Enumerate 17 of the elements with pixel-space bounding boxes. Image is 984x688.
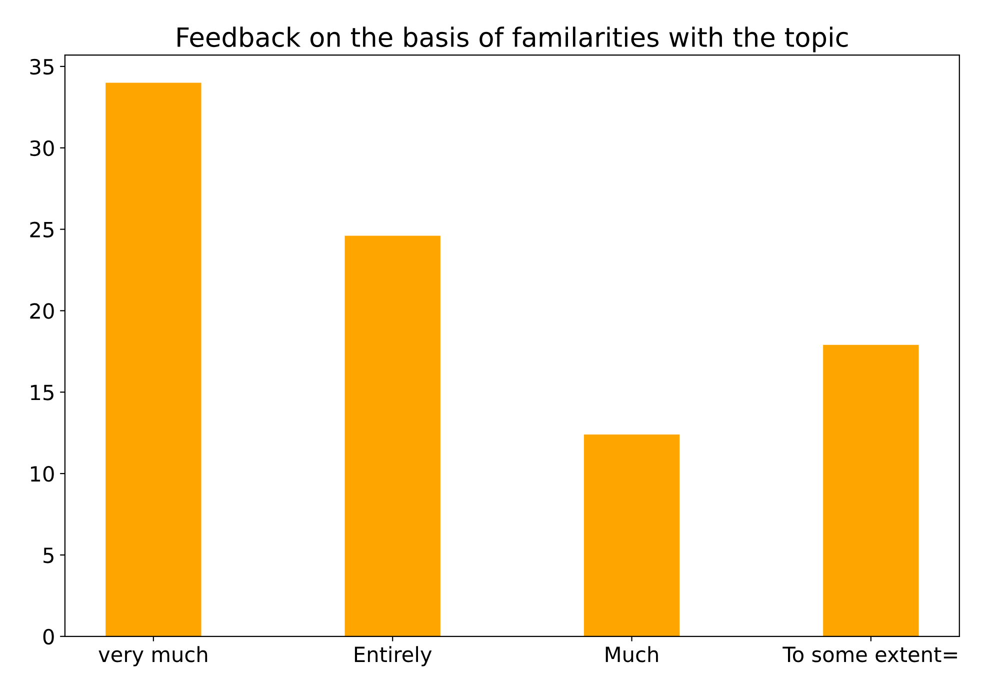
- bar: [344, 236, 440, 636]
- x-tick-label: Much: [606, 646, 658, 662]
- y-tick-label: 15: [31, 384, 54, 400]
- y-tick-label: 5: [44, 548, 54, 564]
- x-tick-label: To some extent=: [782, 646, 957, 662]
- y-tick-label: 10: [31, 466, 54, 482]
- y-tick-label: 20: [30, 303, 54, 319]
- bar: [106, 82, 202, 636]
- chart-title: Feedback on the basis of familarities with the topic: [178, 26, 848, 52]
- bar: [823, 344, 919, 636]
- y-tick-label: 0: [43, 628, 54, 645]
- x-tick-label: very much: [98, 646, 208, 666]
- bar: [584, 434, 680, 636]
- y-tick-label: 25: [30, 222, 54, 238]
- y-tick-label: 35: [30, 58, 54, 75]
- y-tick-label: 30: [30, 140, 54, 156]
- x-tick-label: Entirely: [354, 646, 432, 666]
